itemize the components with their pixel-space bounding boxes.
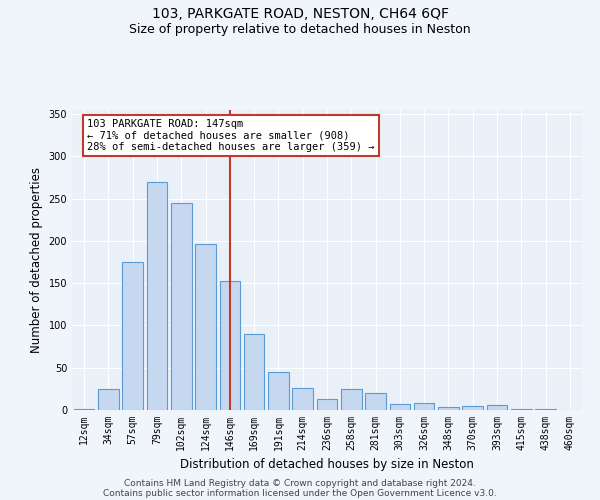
- Bar: [438, 406, 459, 410]
- Bar: [463, 406, 483, 410]
- Bar: [244, 334, 265, 410]
- Bar: [195, 244, 216, 410]
- Text: Contains public sector information licensed under the Open Government Licence v3: Contains public sector information licen…: [103, 488, 497, 498]
- Y-axis label: Number of detached properties: Number of detached properties: [30, 167, 43, 353]
- Bar: [74, 409, 94, 410]
- Text: Contains HM Land Registry data © Crown copyright and database right 2024.: Contains HM Land Registry data © Crown c…: [124, 478, 476, 488]
- X-axis label: Distribution of detached houses by size in Neston: Distribution of detached houses by size …: [180, 458, 474, 471]
- Bar: [98, 389, 119, 410]
- Bar: [389, 404, 410, 410]
- Bar: [487, 405, 508, 410]
- Bar: [146, 182, 167, 410]
- Bar: [535, 409, 556, 410]
- Bar: [292, 388, 313, 410]
- Bar: [341, 389, 362, 410]
- Bar: [268, 372, 289, 410]
- Bar: [365, 393, 386, 410]
- Bar: [220, 280, 240, 410]
- Bar: [511, 409, 532, 410]
- Text: 103, PARKGATE ROAD, NESTON, CH64 6QF: 103, PARKGATE ROAD, NESTON, CH64 6QF: [151, 8, 449, 22]
- Bar: [414, 403, 434, 410]
- Bar: [171, 203, 191, 410]
- Bar: [317, 399, 337, 410]
- Bar: [122, 262, 143, 410]
- Text: Size of property relative to detached houses in Neston: Size of property relative to detached ho…: [129, 22, 471, 36]
- Text: 103 PARKGATE ROAD: 147sqm
← 71% of detached houses are smaller (908)
28% of semi: 103 PARKGATE ROAD: 147sqm ← 71% of detac…: [88, 119, 375, 152]
